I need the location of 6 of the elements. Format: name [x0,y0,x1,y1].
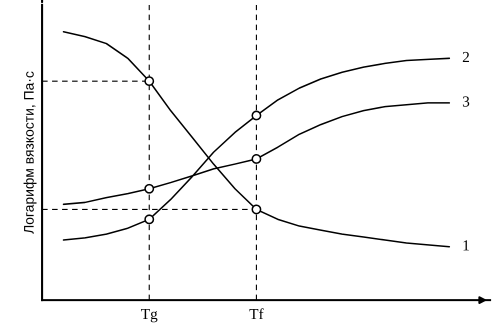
series-label: 3 [462,96,470,107]
x-tick-label: Tf [249,308,264,320]
series-label: 2 [462,52,469,62]
x-tick-label: Tg [141,309,158,322]
series-label: 1 [464,240,469,250]
y-axis-title: Логарифм вязкости, Па·с [24,72,37,234]
